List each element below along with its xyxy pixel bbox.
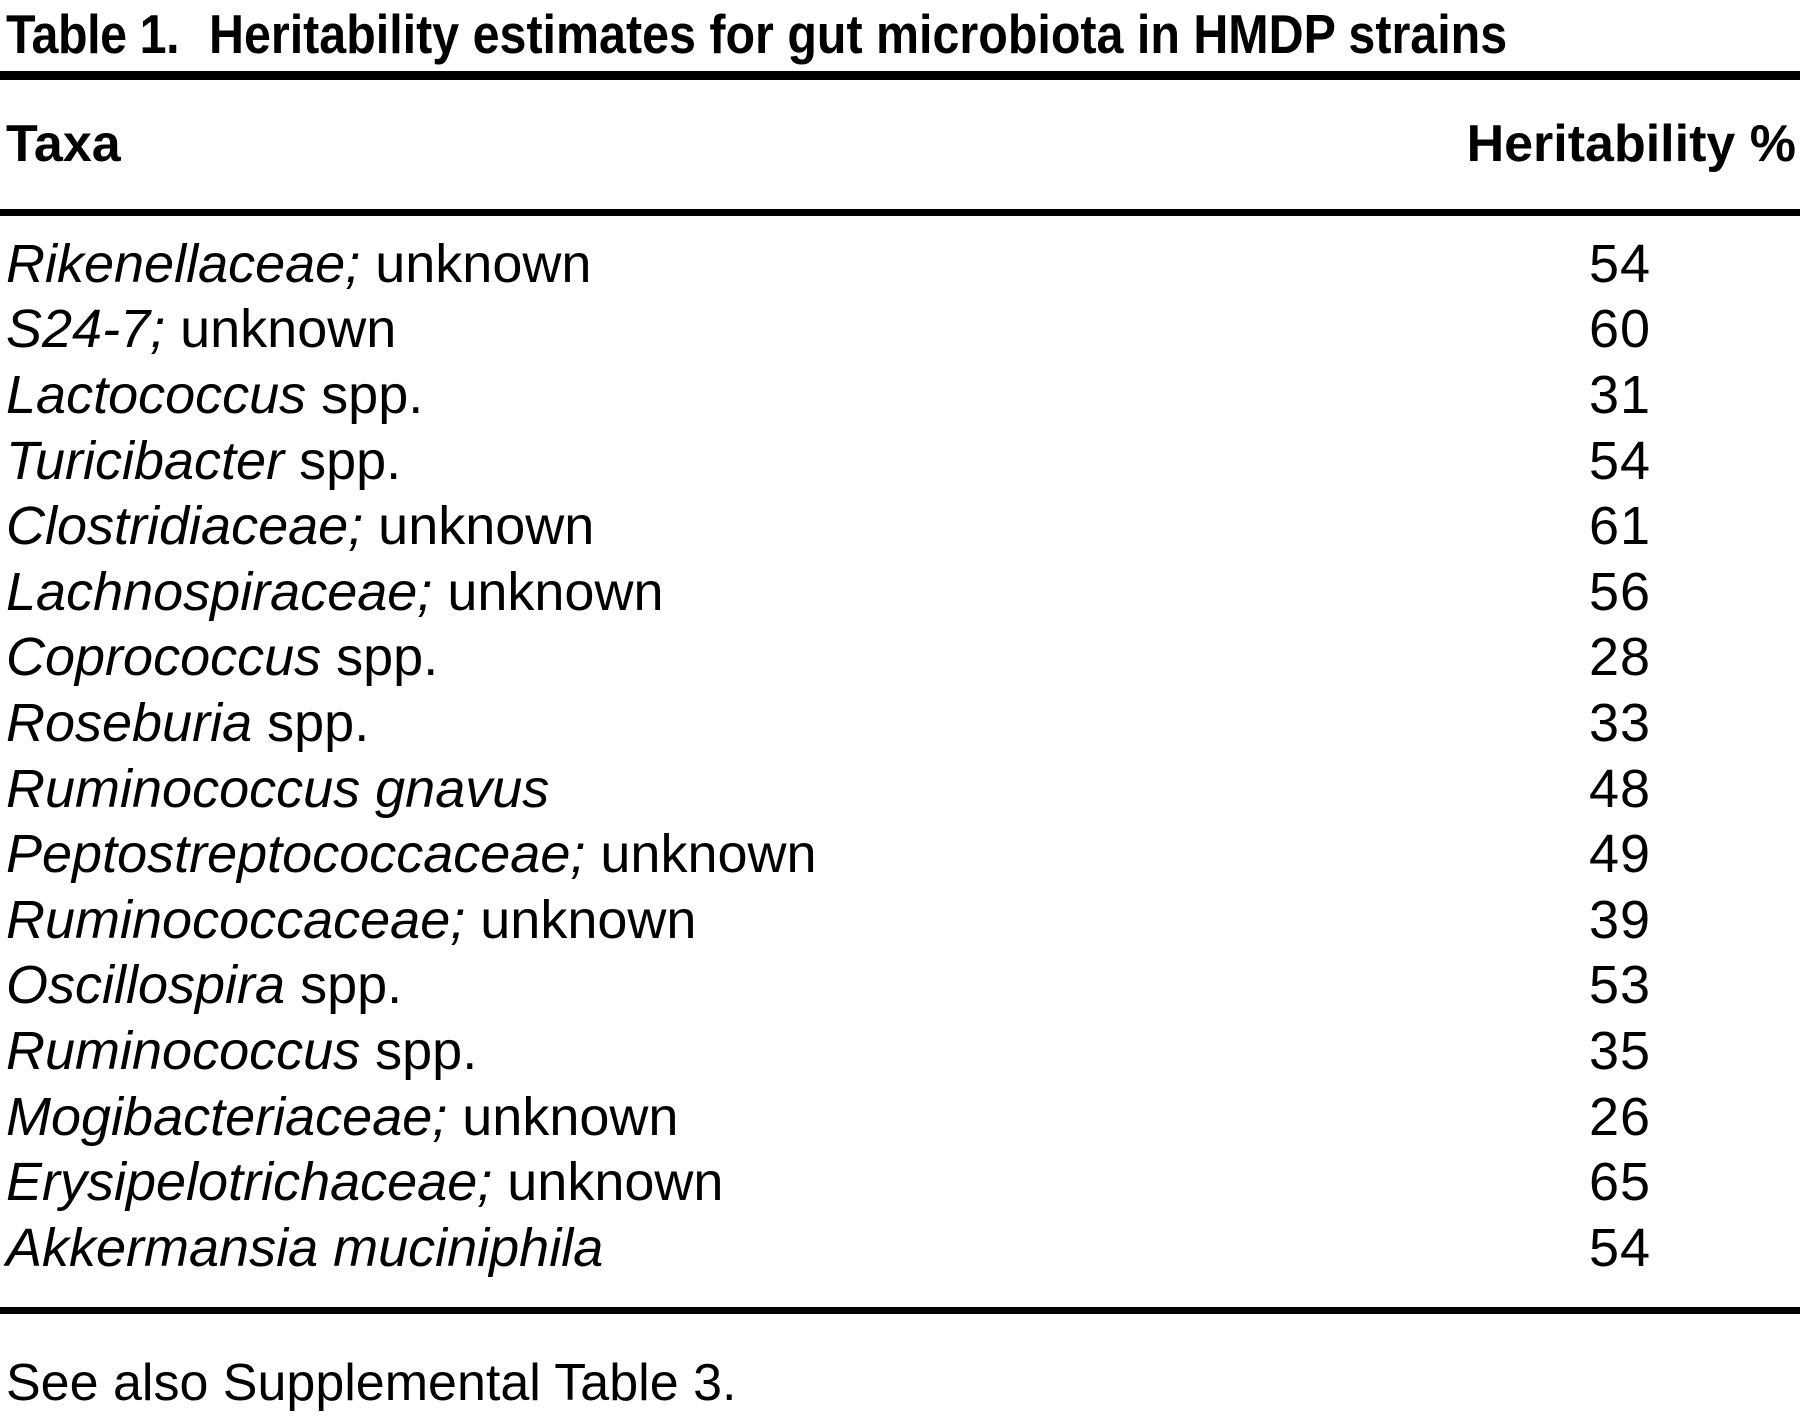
heritability-value: 31 [1588, 364, 1652, 425]
taxa-name-roman: spp. [284, 430, 402, 491]
table-row: Ruminococcus spp. 35 [0, 1018, 1800, 1084]
taxa-cell: Rikenellaceae; unknown [0, 237, 1440, 291]
taxa-name-italic: Mogibacteriaceae; [6, 1086, 448, 1147]
heritability-value: 26 [1588, 1086, 1652, 1147]
table-row: Peptostreptococcaceae; unknown 49 [0, 821, 1800, 887]
heritability-value: 54 [1588, 1217, 1652, 1278]
taxa-name-italic: Lachnospiraceae; [6, 561, 433, 622]
taxa-name-italic: Oscillospira [6, 955, 286, 1016]
table-row: Mogibacteriaceae; unknown 26 [0, 1084, 1800, 1150]
taxa-cell: Coprococcus spp. [0, 630, 1440, 684]
heritability-value: 53 [1588, 955, 1652, 1016]
heritability-value: 48 [1588, 758, 1652, 819]
heritability-value: 35 [1588, 1020, 1652, 1081]
heritability-value: 56 [1588, 561, 1652, 622]
top-rule [0, 71, 1800, 80]
taxa-name-roman: spp. [321, 627, 439, 688]
table-row: Roseburia spp. 33 [0, 690, 1800, 756]
taxa-cell: Ruminococcus gnavus [0, 762, 1440, 816]
table-footnote: See also Supplemental Table 3. [6, 1353, 737, 1412]
taxa-name-roman: spp. [360, 1020, 478, 1081]
taxa-name-italic: Clostridiaceae; [6, 496, 364, 557]
taxa-name-italic: Roseburia [6, 692, 253, 753]
taxa-name-italic: Erysipelotrichaceae; [6, 1152, 493, 1213]
heritability-value: 60 [1588, 299, 1652, 360]
taxa-cell: Roseburia spp. [0, 696, 1440, 750]
table-row: Rikenellaceae; unknown 54 [0, 231, 1800, 297]
heritability-value: 28 [1588, 627, 1652, 688]
taxa-name-italic: Peptostreptococcaceae; [6, 824, 586, 885]
heritability-value: 49 [1588, 824, 1652, 885]
heritability-value: 39 [1588, 889, 1652, 950]
table-body: Rikenellaceae; unknown 54 S24-7; unknown 60… [0, 216, 1800, 1307]
taxa-name-roman: unknown [165, 299, 397, 360]
table-row: Erysipelotrichaceae; unknown 65 [0, 1149, 1800, 1215]
table-row: Akkermansia muciniphila 54 [0, 1215, 1800, 1281]
taxa-cell: Lactococcus spp. [0, 368, 1440, 422]
taxa-name-roman: unknown [360, 233, 592, 294]
taxa-cell: Ruminococcaceae; unknown [0, 893, 1440, 947]
taxa-name-italic: Ruminococcus gnavus [6, 758, 550, 819]
table-caption: Heritability estimates for gut microbiot… [209, 3, 1508, 65]
taxa-cell: Peptostreptococcaceae; unknown [0, 827, 1440, 881]
table-number: Table 1. [6, 3, 180, 65]
table-row: Ruminococcus gnavus 48 [0, 756, 1800, 822]
taxa-name-italic: S24-7; [6, 299, 166, 360]
taxa-name-roman: unknown [492, 1152, 724, 1213]
taxa-cell: Mogibacteriaceae; unknown [0, 1090, 1440, 1144]
table-row: Lactococcus spp. 31 [0, 362, 1800, 428]
taxa-cell: Turicibacter spp. [0, 434, 1440, 488]
taxa-cell: Lachnospiraceae; unknown [0, 565, 1440, 619]
taxa-name-italic: Coprococcus [6, 627, 322, 688]
table-row: Ruminococcaceae; unknown 39 [0, 887, 1800, 953]
taxa-name-roman: spp. [252, 692, 370, 753]
bottom-rule [0, 1306, 1800, 1314]
header-rule [0, 209, 1800, 216]
taxa-cell: Oscillospira spp. [0, 958, 1440, 1012]
taxa-name-roman: spp. [285, 955, 403, 1016]
table-row: S24-7; unknown 60 [0, 297, 1800, 363]
heritability-value: 33 [1588, 692, 1652, 753]
taxa-name-roman: spp. [306, 364, 424, 425]
heritability-value: 61 [1588, 496, 1652, 557]
taxa-name-roman: unknown [465, 889, 697, 950]
taxa-name-italic: Lactococcus [6, 364, 307, 425]
heritability-value: 65 [1588, 1152, 1652, 1213]
taxa-cell: Akkermansia muciniphila [0, 1221, 1440, 1275]
taxa-name-italic: Ruminococcaceae; [6, 889, 466, 950]
taxa-cell: S24-7; unknown [0, 302, 1440, 356]
table-header-row: Taxa Heritability % [0, 80, 1800, 170]
table-row: Clostridiaceae; unknown 61 [0, 493, 1800, 559]
taxa-name-italic: Ruminococcus [6, 1020, 361, 1081]
heritability-value: 54 [1588, 233, 1652, 294]
table-title-text: Table 1. Heritability estimates for gut m… [6, 4, 1507, 64]
taxa-name-italic: Turicibacter [6, 430, 285, 491]
taxa-name-roman: unknown [447, 1086, 679, 1147]
taxa-name-italic: Rikenellaceae; [6, 233, 361, 294]
table-row: Oscillospira spp. 53 [0, 953, 1800, 1019]
taxa-name-roman: unknown [363, 496, 595, 557]
taxa-cell: Clostridiaceae; unknown [0, 499, 1440, 553]
taxa-cell: Erysipelotrichaceae; unknown [0, 1155, 1440, 1209]
taxa-cell: Ruminococcus spp. [0, 1024, 1440, 1078]
heritability-value: 54 [1588, 430, 1652, 491]
table-row: Lachnospiraceae; unknown 56 [0, 559, 1800, 625]
column-header-heritability: Heritability % [1466, 115, 1796, 173]
column-header-taxa: Taxa [6, 115, 121, 173]
taxa-name-roman: unknown [432, 561, 664, 622]
table-row: Turicibacter spp. 54 [0, 428, 1800, 494]
taxa-name-roman: unknown [585, 824, 817, 885]
table-title: Table 1. Heritability estimates for gut m… [0, 0, 1800, 64]
taxa-name-italic: Akkermansia muciniphila [6, 1217, 604, 1278]
table-row: Coprococcus spp. 28 [0, 625, 1800, 691]
